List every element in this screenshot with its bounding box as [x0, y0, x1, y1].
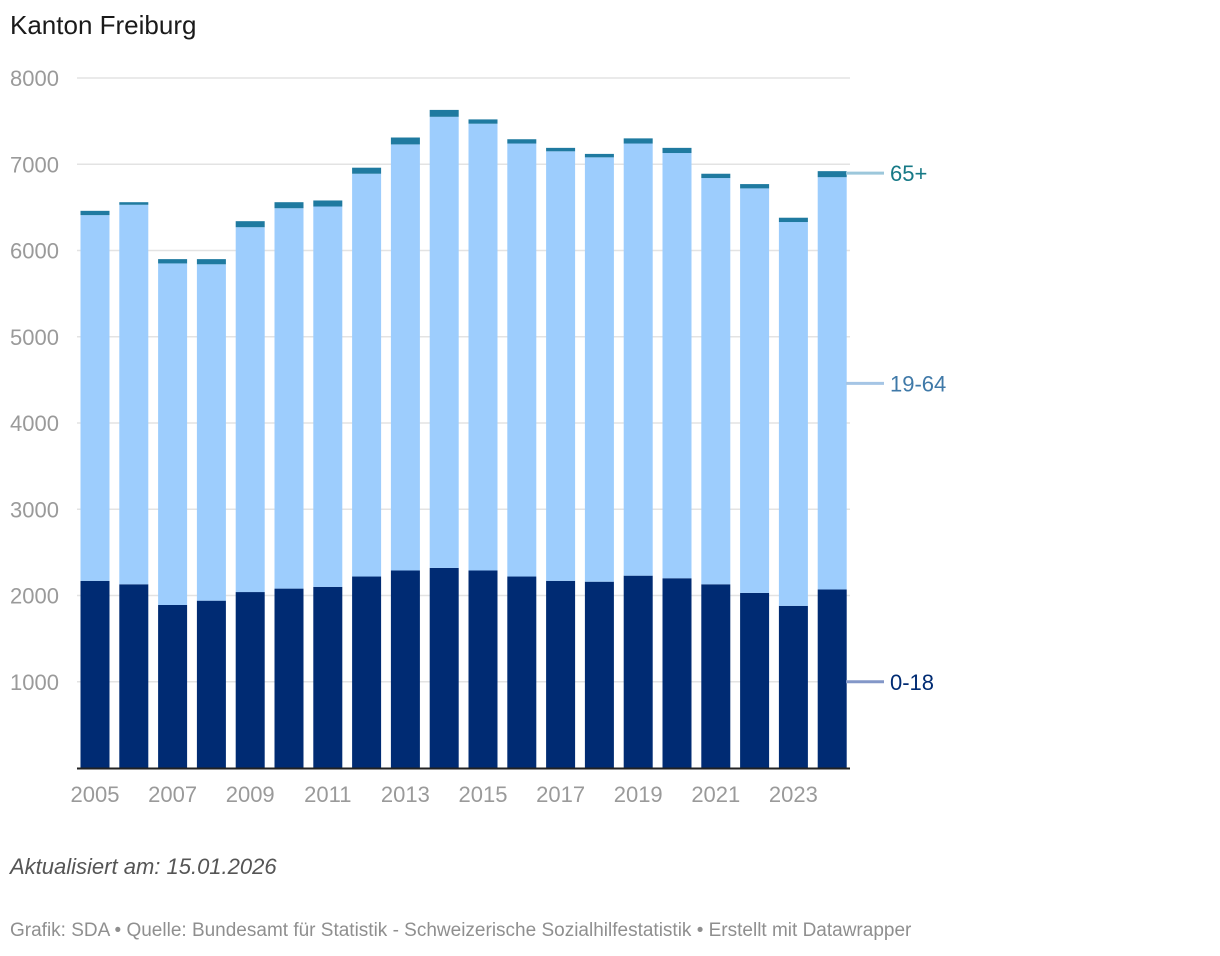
bar-0-18-2021	[701, 584, 731, 768]
bar-19-64-2008	[196, 264, 226, 601]
bar-0-18-2023	[778, 605, 808, 768]
bar-65+-2006	[119, 202, 149, 205]
x-tick-label: 2007	[148, 782, 197, 807]
bar-65+-2012	[352, 167, 382, 174]
bar-65+-2023	[778, 217, 808, 223]
bar-0-18-2016	[507, 576, 537, 768]
bar-19-64-2018	[584, 157, 614, 582]
bar-0-18-2024	[817, 589, 847, 768]
bar-65+-2011	[313, 200, 343, 207]
series-label-19-64: 19-64	[890, 371, 946, 396]
x-tick-label: 2021	[691, 782, 740, 807]
x-tick-label: 2023	[769, 782, 818, 807]
bar-65+-2014	[429, 109, 459, 117]
y-tick-label: 2000	[10, 584, 59, 609]
bar-65+-2007	[158, 259, 188, 264]
bar-0-18-2012	[352, 576, 382, 768]
bar-19-64-2024	[817, 177, 847, 590]
bar-65+-2010	[274, 202, 304, 209]
x-tick-label: 2013	[381, 782, 430, 807]
bar-19-64-2011	[313, 206, 343, 587]
bar-65+-2019	[623, 138, 653, 144]
y-tick-label: 4000	[10, 411, 59, 436]
bar-0-18-2018	[584, 581, 614, 768]
x-tick-label: 2009	[226, 782, 275, 807]
bar-0-18-2019	[623, 575, 653, 768]
bar-0-18-2008	[196, 600, 226, 768]
bar-0-18-2007	[158, 604, 188, 768]
series-labels: 0-18 19-64 65+	[846, 161, 946, 695]
y-axis-ticks: 1000 2000 3000 4000 5000 6000 7000 8000	[10, 66, 59, 695]
x-tick-label: 2019	[614, 782, 663, 807]
bar-0-18-2017	[546, 580, 576, 768]
bar-19-64-2010	[274, 208, 304, 589]
bar-65+-2024	[817, 171, 847, 178]
bar-19-64-2012	[352, 173, 382, 577]
bar-0-18-2010	[274, 588, 304, 768]
bar-65+-2021	[701, 173, 731, 179]
bar-65+-2016	[507, 139, 537, 144]
bar-0-18-2009	[235, 592, 265, 768]
bar-19-64-2006	[119, 204, 149, 585]
series-label-0-18: 0-18	[890, 670, 934, 695]
bar-19-64-2014	[429, 116, 459, 568]
source-footer: Grafik: SDA • Quelle: Bundesamt für Stat…	[10, 920, 912, 941]
bar-0-18-2020	[662, 578, 692, 768]
x-tick-label: 2005	[71, 782, 120, 807]
y-tick-label: 8000	[10, 66, 59, 91]
gridlines	[77, 77, 850, 683]
bar-65+-2013	[390, 137, 420, 145]
bar-65+-2009	[235, 221, 265, 228]
bar-0-18-2015	[468, 570, 498, 768]
bar-19-64-2005	[80, 215, 110, 581]
bar-19-64-2007	[158, 263, 188, 605]
x-tick-label: 2015	[459, 782, 508, 807]
bar-65+-2005	[80, 210, 110, 216]
bar-65+-2008	[196, 259, 226, 265]
bar-19-64-2022	[740, 188, 770, 593]
bar-19-64-2019	[623, 143, 653, 576]
bar-0-18-2013	[390, 570, 420, 768]
bar-19-64-2023	[778, 222, 808, 606]
bar-65+-2018	[584, 153, 614, 158]
y-tick-label: 1000	[10, 670, 59, 695]
bar-19-64-2013	[390, 144, 420, 571]
bar-19-64-2009	[235, 227, 265, 593]
bar-65+-2015	[468, 119, 498, 124]
y-tick-label: 5000	[10, 325, 59, 350]
bar-19-64-2021	[701, 178, 731, 585]
y-tick-label: 6000	[10, 239, 59, 264]
bar-65+-2020	[662, 147, 692, 154]
series-label-65+: 65+	[890, 161, 927, 186]
x-tick-label: 2011	[304, 782, 351, 807]
chart-title: Kanton Freiburg	[10, 10, 197, 40]
y-tick-label: 7000	[10, 152, 59, 177]
bar-19-64-2016	[507, 143, 537, 577]
bar-65+-2017	[546, 147, 576, 152]
bars	[80, 109, 847, 768]
x-tick-label: 2017	[536, 782, 585, 807]
bar-0-18-2022	[740, 592, 770, 768]
bar-19-64-2017	[546, 151, 576, 581]
bar-0-18-2014	[429, 567, 459, 768]
y-tick-label: 3000	[10, 497, 59, 522]
bar-19-64-2020	[662, 153, 692, 579]
bar-19-64-2015	[468, 123, 498, 571]
x-axis-ticks: 2005 2007 2009 2011 2013 2015 2017 2019 2021 2023	[71, 782, 818, 807]
bar-0-18-2006	[119, 584, 149, 768]
bar-0-18-2011	[313, 586, 343, 768]
bar-0-18-2005	[80, 580, 110, 768]
updated-note: Aktualisiert am: 15.01.2026	[10, 854, 277, 879]
bar-65+-2022	[740, 184, 770, 189]
